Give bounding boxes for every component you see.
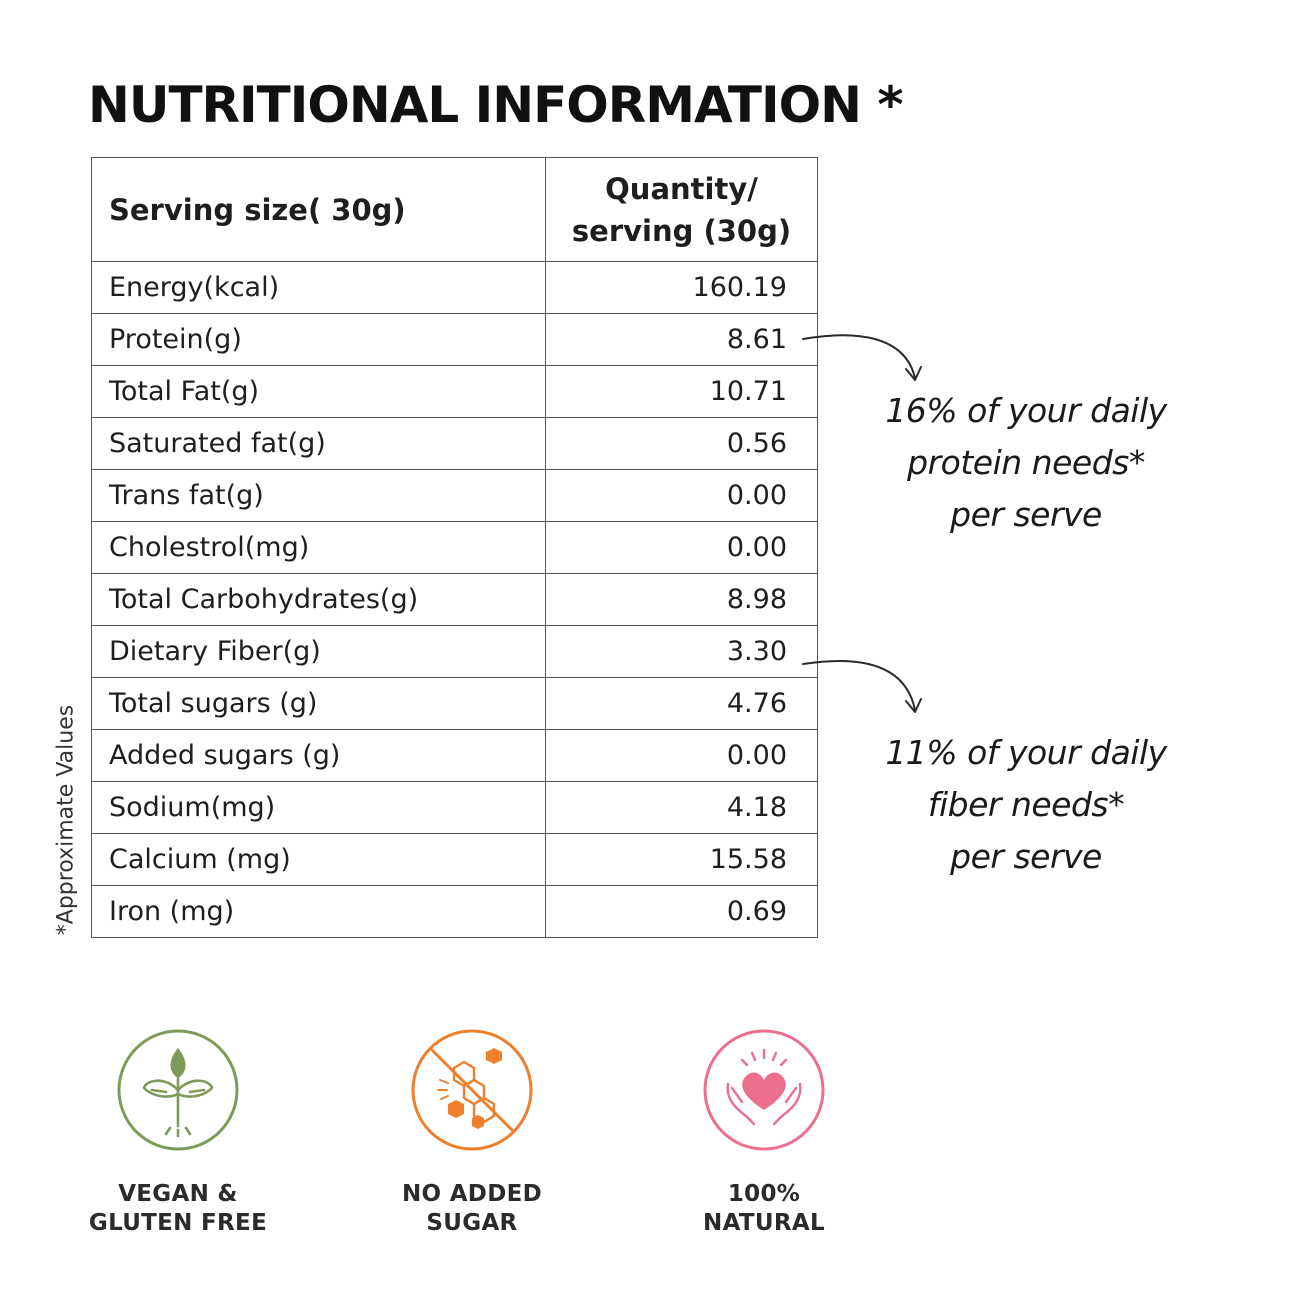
header-quantity: Quantity/ serving (30g) [545,157,818,262]
nutrition-table: Serving size( 30g) Quantity/ serving (30… [91,157,818,938]
badge-vegan-label: VEGAN & GLUTEN FREE [28,1180,328,1238]
header-serving-size: Serving size( 30g) [91,157,546,262]
badge-sugar-label: NO ADDED SUGAR [322,1180,622,1238]
fiber-callout-line1: 11% of your daily [885,733,1167,772]
nutrient-value: 0.00 [545,521,818,574]
table-row: Sodium(mg) 4.18 [91,781,818,834]
nutrient-name: Saturated fat(g) [91,417,546,470]
table-row: Cholestrol(mg) 0.00 [91,521,818,574]
table-row: Total Carbohydrates(g) 8.98 [91,573,818,626]
nutrient-name: Added sugars (g) [91,729,546,782]
nutrient-value: 0.56 [545,417,818,470]
table-row: Added sugars (g) 0.00 [91,729,818,782]
protein-arrow-icon [802,334,916,379]
badge-vegan-line1: VEGAN & [118,1181,238,1207]
table-row: Dietary Fiber(g) 3.30 [91,625,818,678]
badge-natural-line2: NATURAL [703,1210,825,1236]
nutrient-value: 0.00 [545,469,818,522]
table-row: Iron (mg) 0.69 [91,885,818,938]
table-row: Calcium (mg) 15.58 [91,833,818,886]
nutrient-name: Energy(kcal) [91,261,546,314]
nutrient-name: Total Carbohydrates(g) [91,573,546,626]
nutrient-name: Total sugars (g) [91,677,546,730]
badge-natural-label: 100% NATURAL [614,1180,914,1238]
table-row: Trans fat(g) 0.00 [91,469,818,522]
nutrient-name: Total Fat(g) [91,365,546,418]
nutrient-value: 4.76 [545,677,818,730]
badge-natural-line1: 100% [727,1181,801,1207]
protein-callout-line3: per serve [950,495,1102,534]
fiber-callout-line2: fiber needs* [927,785,1125,824]
heart-hands-icon [703,1029,825,1151]
nutrient-name: Iron (mg) [91,885,546,938]
table-row: Energy(kcal) 160.19 [91,261,818,314]
table-row: Total Fat(g) 10.71 [91,365,818,418]
badge-vegan-line2: GLUTEN FREE [88,1210,268,1236]
fiber-arrow-icon [802,659,916,711]
table-row: Protein(g) 8.61 [91,313,818,366]
protein-callout-line2: protein needs* [907,443,1145,482]
nutrient-name: Dietary Fiber(g) [91,625,546,678]
fiber-callout: 11% of your daily fiber needs* per serve [866,727,1186,883]
plant-sprout-icon [117,1029,239,1151]
nutrient-value: 0.00 [545,729,818,782]
nutrient-value: 0.69 [545,885,818,938]
nutrient-value: 4.18 [545,781,818,834]
badge-sugar-line2: SUGAR [426,1210,518,1236]
nutrient-name: Protein(g) [91,313,546,366]
nutrient-value: 160.19 [545,261,818,314]
page-title: NUTRITIONAL INFORMATION * [88,76,903,134]
nutrient-value: 3.30 [545,625,818,678]
nutrient-value: 10.71 [545,365,818,418]
nutrient-value: 15.58 [545,833,818,886]
protein-arrow-head-icon [905,366,922,381]
nutrient-value: 8.98 [545,573,818,626]
fiber-callout-line3: per serve [950,837,1102,876]
nutrient-name: Calcium (mg) [91,833,546,886]
protein-callout: 16% of your daily protein needs* per ser… [866,385,1186,541]
no-sugar-cubes-icon [411,1029,533,1151]
header-quantity-line2: serving (30g) [571,213,792,248]
fiber-arrow-head-icon [905,698,922,713]
badge-sugar-line1: NO ADDED [402,1181,542,1207]
table-row: Total sugars (g) 4.76 [91,677,818,730]
protein-callout-line1: 16% of your daily [885,391,1167,430]
nutrient-name: Cholestrol(mg) [91,521,546,574]
nutrient-name: Sodium(mg) [91,781,546,834]
nutrient-name: Trans fat(g) [91,469,546,522]
table-header-row: Serving size( 30g) Quantity/ serving (30… [91,157,818,262]
header-quantity-line1: Quantity/ [605,171,758,206]
approximate-values-note: *Approximate Values [53,704,79,936]
table-row: Saturated fat(g) 0.56 [91,417,818,470]
nutrient-value: 8.61 [545,313,818,366]
